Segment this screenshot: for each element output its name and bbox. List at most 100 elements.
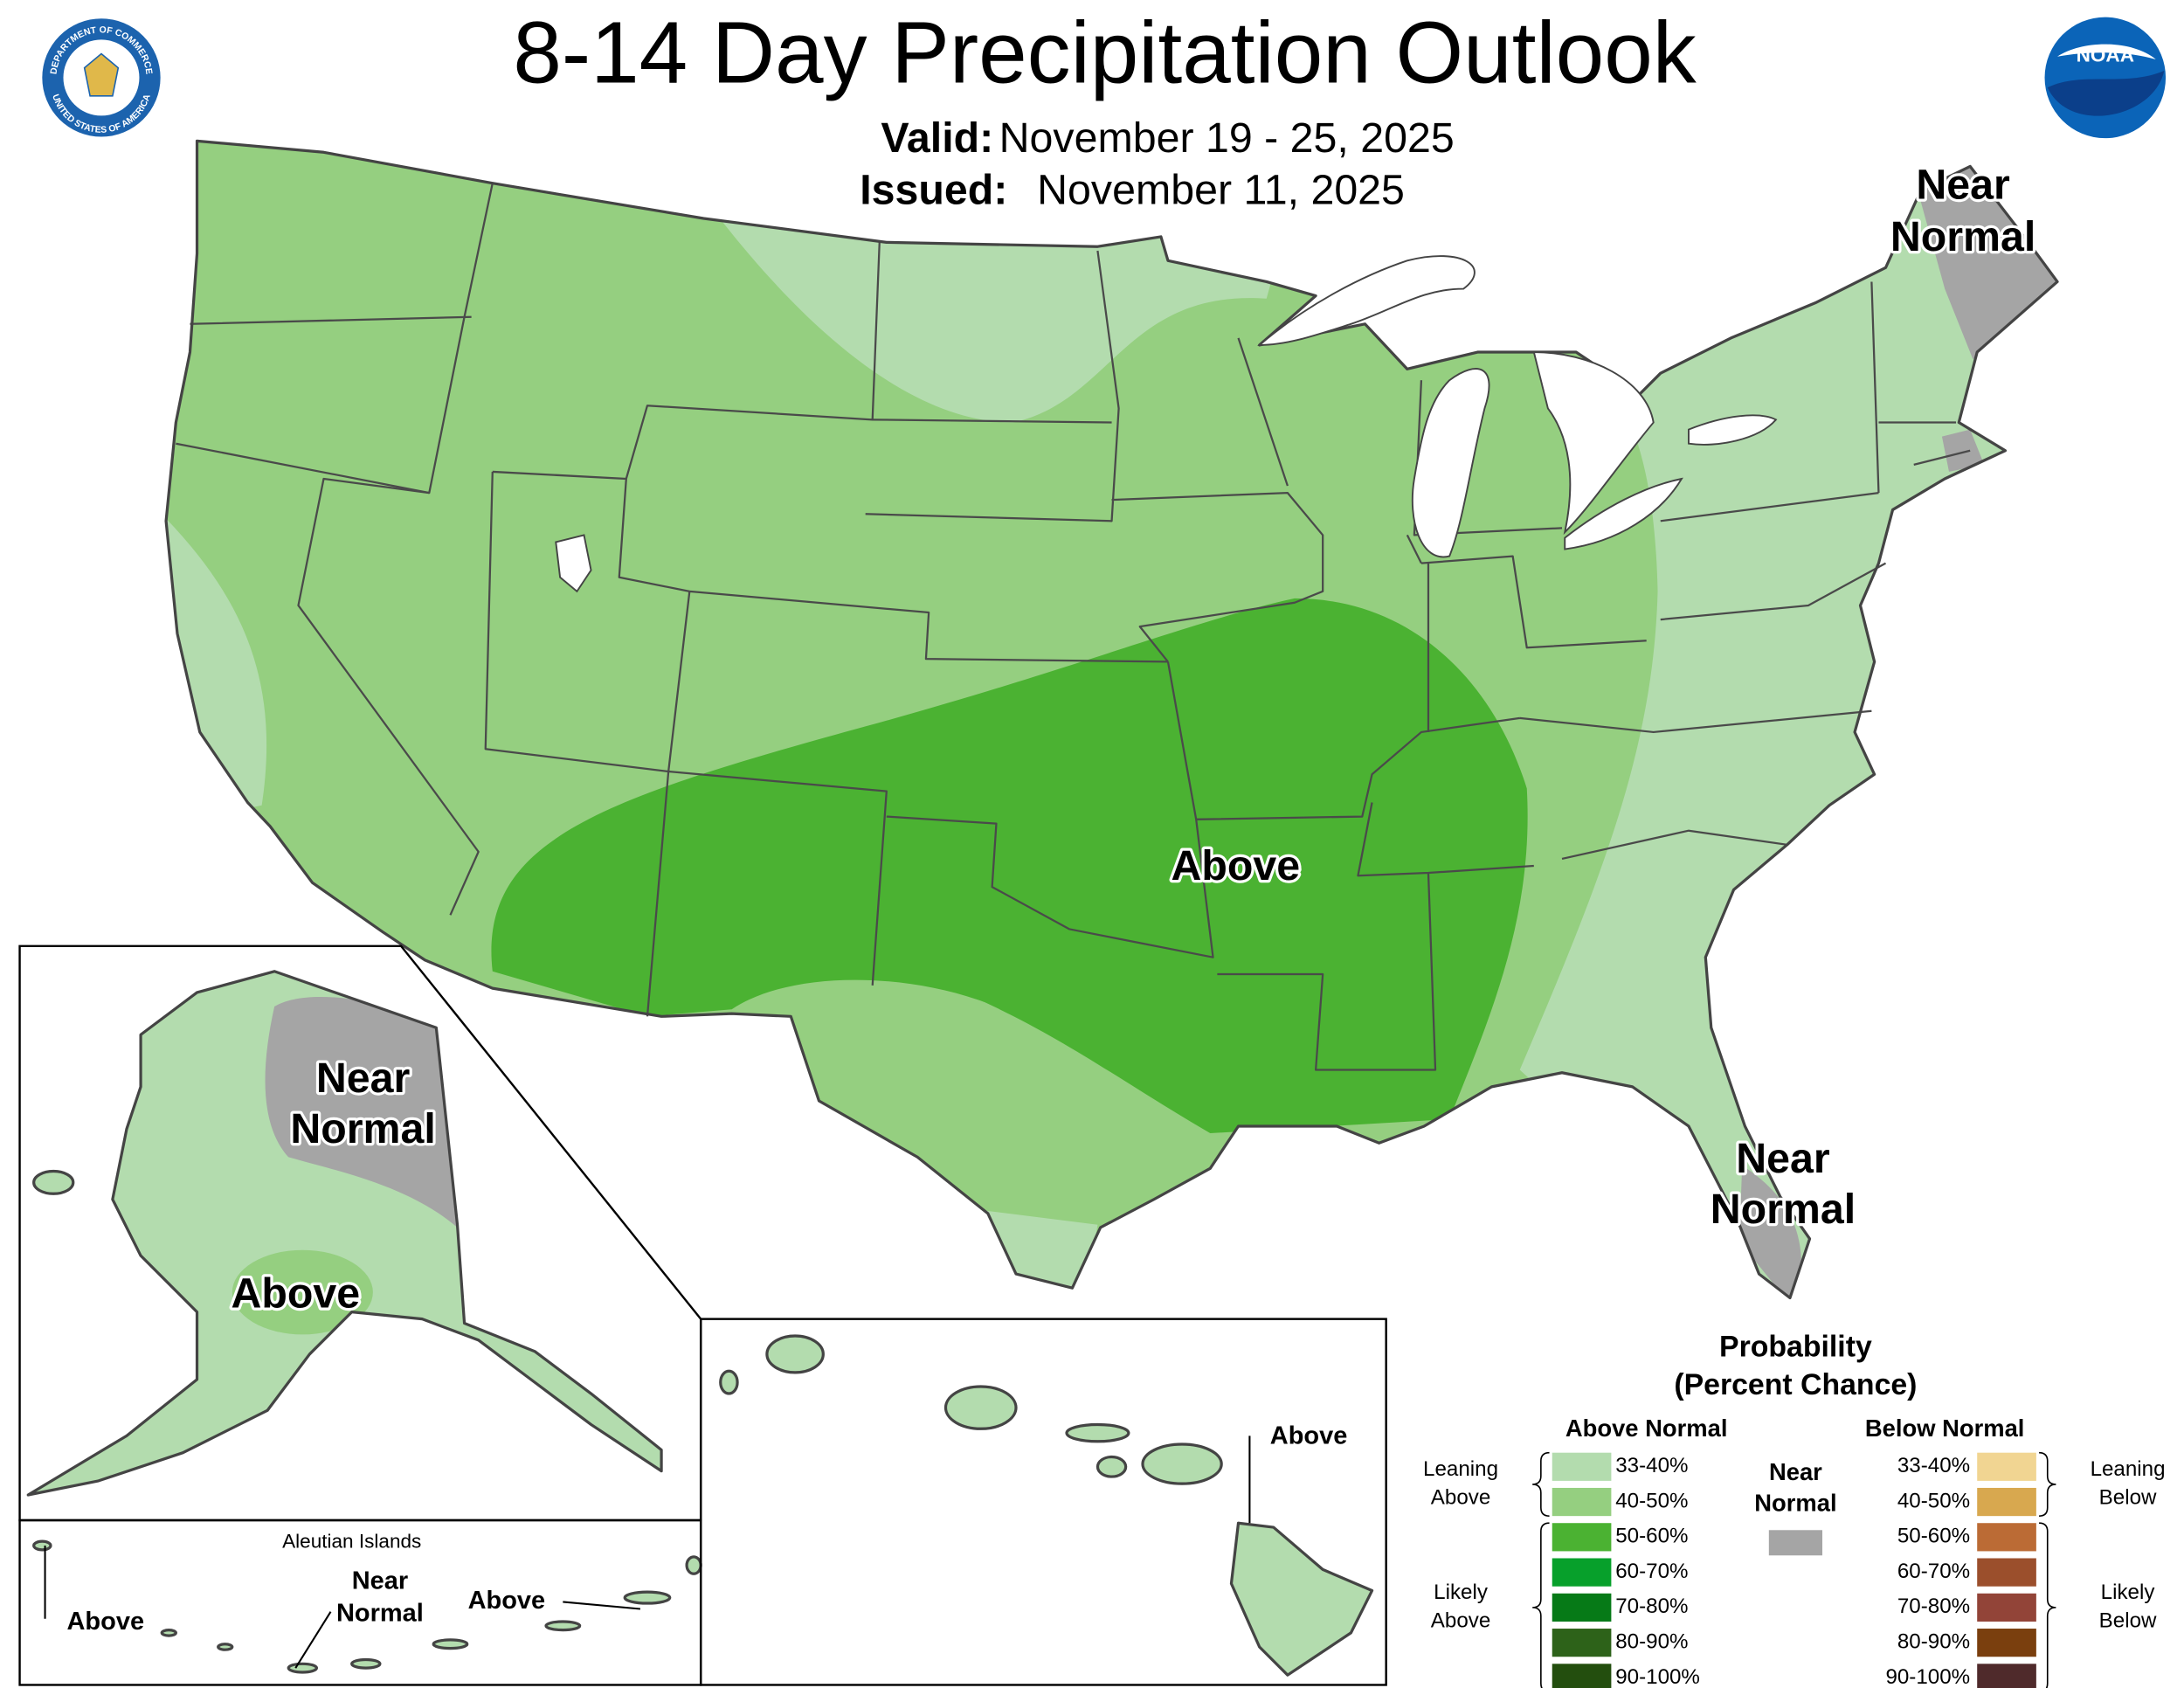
legend-brace: [2039, 1451, 2056, 1517]
title: 8-14 Day Precipitation Outlook: [513, 4, 1697, 101]
valid-dates: November 19 - 25, 2025: [999, 114, 1455, 162]
commerce-seal: DEPARTMENT OF COMMERCE UNITED STATES OF …: [42, 18, 161, 137]
leader-lines: [44, 1545, 641, 1669]
legend-swatch: [1552, 1593, 1612, 1622]
island: [432, 1638, 469, 1650]
hawaii-label: Above: [1270, 1422, 1348, 1450]
island: [160, 1629, 177, 1637]
state-borders: [176, 183, 1971, 1071]
map-label: Normal: [290, 1105, 435, 1152]
legend-item-label: 90-100%: [1885, 1665, 1970, 1688]
map-label: Normal: [1890, 213, 2035, 260]
state-border: [176, 242, 1168, 773]
alaska: [26, 970, 663, 1497]
legend-item-label: 50-60%: [1615, 1525, 1688, 1548]
legend-swatch: [1977, 1558, 2036, 1587]
island: [1065, 1422, 1130, 1443]
legend-item-label: 60-70%: [1615, 1560, 1688, 1583]
state-border: [646, 250, 1324, 1017]
legend-item-label: 80-90%: [1897, 1630, 1970, 1654]
lake-ontario: [1688, 414, 1778, 446]
island: [32, 1169, 75, 1195]
legend-item-label: 80-90%: [1615, 1630, 1688, 1654]
legend-column-title: Above Normal: [1565, 1415, 1728, 1442]
island: [32, 1539, 52, 1552]
zone-near-normal-florida: [1738, 1166, 1801, 1298]
legend-swatch: [1552, 1452, 1612, 1481]
legend-swatch: [1552, 1629, 1612, 1657]
valid-label: Valid:: [881, 114, 993, 162]
legend-brace: [2039, 1522, 2056, 1688]
legend: Probability (Percent Chance) Above Normal 3…: [1423, 1330, 2166, 1688]
map-label: Near: [352, 1567, 408, 1595]
island: [217, 1643, 234, 1651]
island: [623, 1590, 672, 1605]
lake-erie: [1564, 477, 1683, 550]
legend-swatch: [1977, 1593, 2036, 1622]
legend-brace: [1532, 1451, 1550, 1517]
map-label: Above: [231, 1270, 360, 1318]
state-border: [1196, 491, 1887, 1071]
noaa-logo: NOAA: [2044, 17, 2167, 139]
legend-item-label: 40-50%: [1615, 1489, 1688, 1512]
island: [544, 1620, 582, 1632]
zone-40-50-alaska: [232, 1249, 373, 1335]
island: [287, 1662, 319, 1674]
hawaii-inset-frame: [699, 1318, 1387, 1686]
legend-column-title: Below Normal: [1865, 1415, 2025, 1442]
great-lakes: [555, 255, 1778, 593]
island: [719, 1369, 739, 1395]
seal-emblem: [83, 52, 120, 97]
legend-group-label: Leaning: [1423, 1457, 1498, 1481]
map-labels: NearNormalAboveNearNormalNearNormalAbove…: [64, 158, 2038, 1638]
zone-50-60: [491, 598, 1528, 1134]
legend-item-label: 70-80%: [1897, 1595, 1970, 1618]
legend-group-label: Likely: [1434, 1581, 1489, 1604]
hawaii-islands: [719, 1334, 1374, 1677]
legend-item-label: 90-100%: [1615, 1665, 1700, 1688]
map-label: Normal: [336, 1600, 424, 1628]
legend-brace: [1532, 1522, 1550, 1688]
map-label: Above: [1171, 842, 1300, 889]
legend-swatch: [1977, 1629, 2036, 1657]
alaska-zones: [28, 971, 662, 1496]
zone-near-normal-alaska: [265, 997, 458, 1228]
legend-group-label: Above: [1431, 1485, 1491, 1509]
legend-group-label: Likely: [2101, 1581, 2156, 1604]
island: [1141, 1442, 1223, 1485]
state-border: [1237, 281, 1971, 536]
map-label: Above: [67, 1608, 145, 1636]
legend-near-title: Normal: [1754, 1490, 1836, 1517]
legend-swatch: [1977, 1523, 2036, 1552]
alaska-outline: [26, 970, 663, 1497]
map-label: Near: [1916, 161, 2010, 208]
zone-33-40-texas: [985, 1210, 1098, 1298]
conus-outline: [164, 139, 2059, 1300]
lake-huron: [1532, 351, 1655, 536]
noaa-wing: [2057, 44, 2156, 59]
noaa-text: NOAA: [2077, 45, 2134, 66]
zone-33-40-north: [703, 197, 1295, 423]
legend-group-label: Below: [2099, 1485, 2157, 1509]
island: [685, 1555, 702, 1575]
issued-date: November 11, 2025: [1037, 167, 1405, 214]
legend-swatch: [1977, 1487, 2036, 1517]
map-label: Normal: [1711, 1186, 1856, 1233]
issued-label: Issued:: [860, 167, 1007, 214]
aleutian-title: Aleutian Islands: [282, 1531, 421, 1553]
legend-swatch: [1552, 1487, 1612, 1517]
island: [765, 1334, 825, 1374]
lake-michigan: [1411, 368, 1490, 558]
legend-swatch: [1977, 1664, 2036, 1688]
legend-group-label: Leaning: [2091, 1457, 2166, 1481]
legend-item-label: 70-80%: [1615, 1595, 1688, 1618]
legend-item-label: 33-40%: [1897, 1454, 1970, 1477]
island-big: [1229, 1521, 1374, 1677]
island: [1095, 1455, 1128, 1478]
legend-item-label: 50-60%: [1897, 1525, 1970, 1548]
legend-item-label: 33-40%: [1615, 1454, 1688, 1477]
lake-superior: [1257, 255, 1476, 346]
legend-title: Probability: [1719, 1330, 1872, 1363]
